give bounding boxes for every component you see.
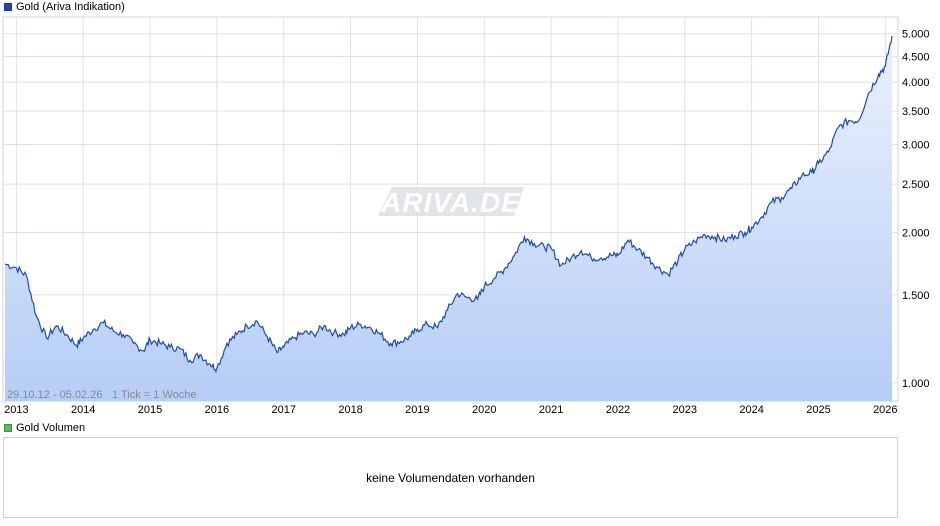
- watermark: ARIVA.DE: [378, 187, 524, 218]
- y-tick-label: 5.000: [902, 29, 930, 41]
- x-tick-label: 2025: [806, 404, 830, 416]
- x-tick-label: 2020: [472, 404, 496, 416]
- volume-legend-swatch: [4, 424, 12, 432]
- y-tick-label: 2.500: [902, 179, 930, 191]
- x-tick-label: 2016: [205, 404, 229, 416]
- price-legend: Gold (Ariva Indikation): [4, 0, 125, 14]
- volume-panel: keine Volumendaten vorhanden: [3, 437, 898, 518]
- price-line: [4, 35, 893, 374]
- x-tick-label: 2017: [271, 404, 295, 416]
- x-tick-label: 2013: [4, 404, 28, 416]
- x-tick-label: 2021: [539, 404, 563, 416]
- y-axis-labels: 1.000 1.500 2.000 2.500 3.000 3.500 4.000 4.500…: [902, 29, 930, 390]
- volume-legend-label: Gold Volumen: [16, 422, 86, 434]
- price-legend-swatch: [4, 3, 12, 11]
- y-tick-label: 1.000: [902, 378, 930, 390]
- price-chart: ARIVA.DE 1.000 1.500 2.000 2.500 3.000 3.500 4…: [2, 16, 930, 416]
- x-axis-labels: 2013 2014 2015 2016 2017 2018 2019 2020 2021 2022…: [4, 404, 897, 416]
- x-tick-label: 2014: [71, 404, 95, 416]
- x-tick-label: 2024: [739, 404, 763, 416]
- x-tick-label: 2026: [873, 404, 897, 416]
- x-tick-label: 2019: [405, 404, 429, 416]
- watermark-text: ARIVA.DE: [380, 187, 521, 218]
- volume-empty-message: keine Volumendaten vorhanden: [366, 470, 535, 485]
- y-tick-label: 3.500: [902, 106, 930, 118]
- y-tick-label: 1.500: [902, 290, 930, 302]
- date-range-label: 29.10.12 - 05.02.26: [7, 389, 102, 401]
- tick-interval-label: 1 Tick = 1 Woche: [112, 389, 196, 401]
- y-tick-label: 4.000: [902, 77, 930, 89]
- x-tick-label: 2015: [138, 404, 162, 416]
- x-tick-label: 2018: [338, 404, 362, 416]
- price-legend-label: Gold (Ariva Indikation): [16, 1, 125, 13]
- y-tick-label: 4.500: [902, 52, 930, 64]
- watermark-badge: [378, 187, 524, 216]
- volume-legend: Gold Volumen: [4, 421, 85, 435]
- price-area: [5, 35, 892, 402]
- y-tick-label: 2.000: [902, 228, 930, 240]
- y-tick-label: 3.000: [902, 140, 930, 152]
- x-tick-label: 2023: [673, 404, 697, 416]
- x-tick-label: 2022: [606, 404, 630, 416]
